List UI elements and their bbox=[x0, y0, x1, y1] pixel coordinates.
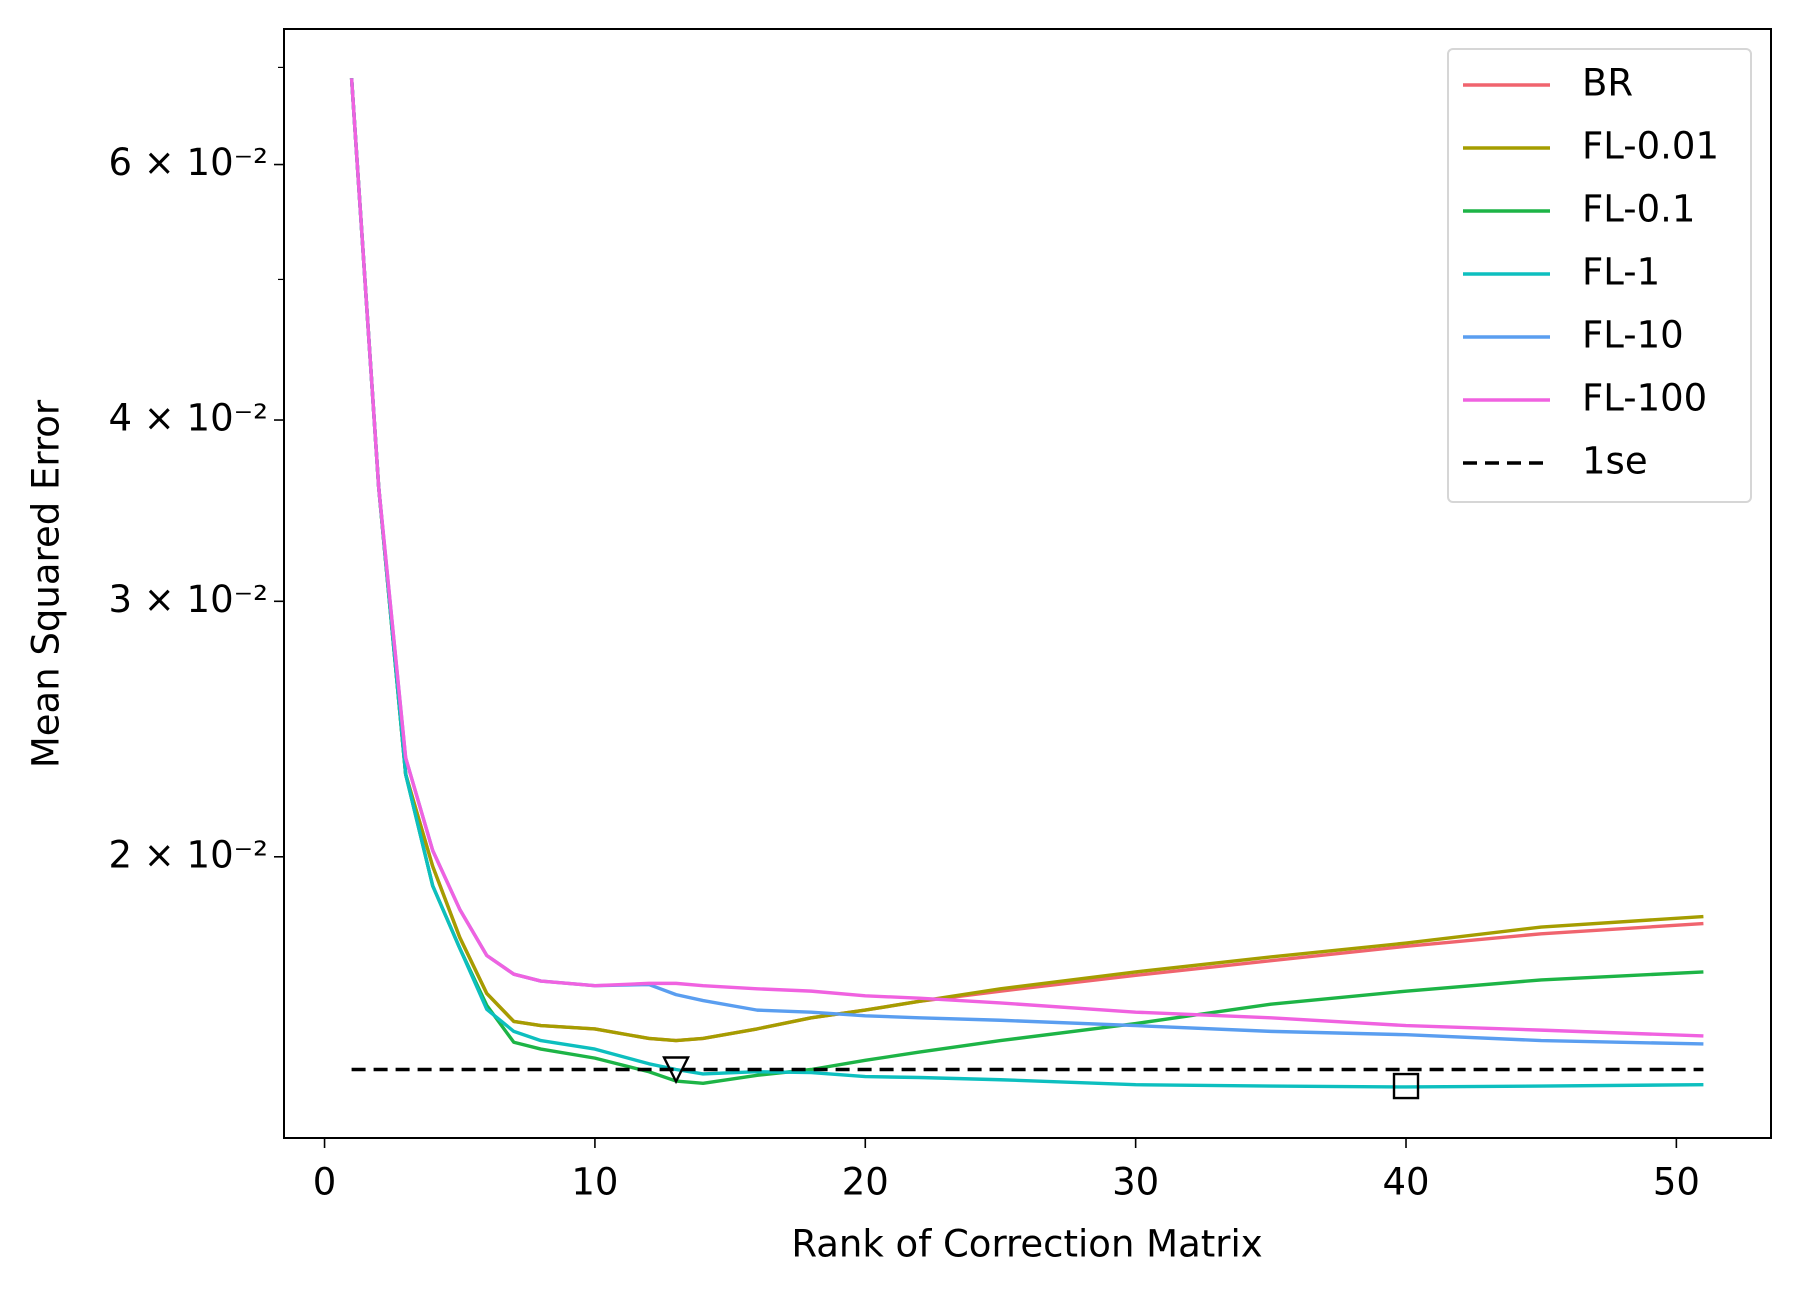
y-tick-label: 6 × 10⁻² bbox=[108, 141, 268, 184]
marker-square bbox=[1392, 1072, 1420, 1100]
x-axis-label: Rank of Correction Matrix bbox=[791, 1223, 1262, 1266]
x-tick-label: 20 bbox=[842, 1161, 889, 1204]
legend-label: FL-10 bbox=[1582, 314, 1684, 357]
legend-label: FL-0.01 bbox=[1582, 125, 1719, 168]
x-tick-label: 30 bbox=[1112, 1161, 1159, 1204]
legend-label: 1se bbox=[1582, 440, 1648, 483]
series-line bbox=[349, 78, 1704, 1043]
x-tick-label: 40 bbox=[1382, 1161, 1429, 1204]
x-tick-label: 10 bbox=[571, 1161, 618, 1204]
legend-label: FL-1 bbox=[1582, 251, 1660, 294]
legend-label: FL-100 bbox=[1582, 377, 1707, 420]
y-tick-label: 3 × 10⁻² bbox=[108, 578, 268, 621]
y-tick-label: 2 × 10⁻² bbox=[108, 833, 268, 876]
legend-label: FL-0.1 bbox=[1582, 188, 1695, 231]
legend-label: BR bbox=[1582, 62, 1633, 105]
y-axis-label: Mean Squared Error bbox=[25, 399, 68, 768]
series-line bbox=[349, 78, 1704, 1089]
plot-area bbox=[349, 78, 1704, 1100]
series-line bbox=[349, 78, 1704, 1038]
x-tick-label: 50 bbox=[1653, 1161, 1700, 1204]
y-tick-label: 4 × 10⁻² bbox=[108, 397, 268, 440]
marker-triangle bbox=[662, 1056, 690, 1085]
legend-box bbox=[1447, 48, 1752, 503]
plot-frame bbox=[283, 28, 1772, 1139]
x-tick-label: 0 bbox=[313, 1161, 337, 1204]
